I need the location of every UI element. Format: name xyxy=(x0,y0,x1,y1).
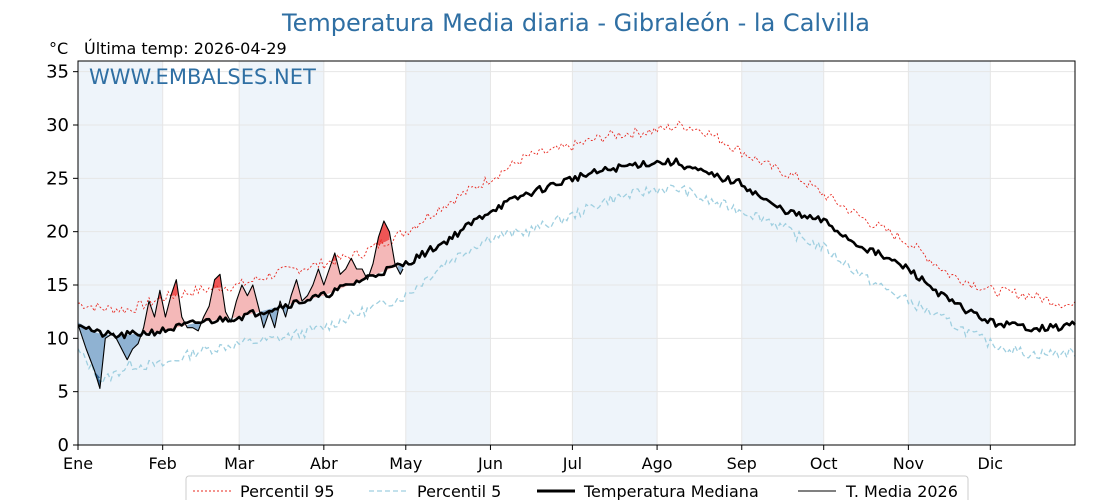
series-line-p5 xyxy=(77,184,1076,385)
y-tick-label-15: 15 xyxy=(46,275,69,296)
month-band-nov xyxy=(908,61,991,445)
watermark: WWW.EMBALSES.NET xyxy=(89,65,316,89)
series-line-current xyxy=(77,220,404,390)
chart-title: Temperatura Media diaria - Gibraleón - l… xyxy=(281,9,870,37)
x-tick-label-sep: Sep xyxy=(727,454,757,473)
month-band-ene xyxy=(78,61,163,445)
y-tick-label-0: 0 xyxy=(58,435,69,456)
y-tick-label-20: 20 xyxy=(46,222,69,243)
x-tick-label-jun: Jun xyxy=(477,454,503,473)
x-tick-label-oct: Oct xyxy=(810,454,838,473)
legend-box xyxy=(185,475,969,500)
plot-frame xyxy=(77,60,1076,446)
series-line-p95 xyxy=(77,120,1076,315)
plot-area: 0 5 10 15 20 25 30 35 Ene Feb Mar Abr May Jun Jul Ago Se… xyxy=(46,60,1076,473)
x-tick-label-ene: Ene xyxy=(63,454,93,473)
x-tick-label-mar: Mar xyxy=(224,454,255,473)
x-tick-label-feb: Feb xyxy=(149,454,177,473)
x-tick-label-may: May xyxy=(389,454,422,473)
x-tick-label-jul: Jul xyxy=(562,454,582,473)
above-p95-area xyxy=(213,274,222,289)
above-p95-area xyxy=(377,221,390,246)
x-tick-label-abr: Abr xyxy=(310,454,338,473)
y-tick-label-5: 5 xyxy=(58,382,69,403)
below-median-area xyxy=(397,264,403,275)
month-band-mar xyxy=(239,61,324,445)
above-median-area xyxy=(368,221,398,277)
above-median-area xyxy=(289,253,368,304)
y-tick-label-35: 35 xyxy=(46,62,69,83)
legend-label-p5: Percentil 5 xyxy=(417,482,501,500)
y-tick-label-30: 30 xyxy=(46,115,69,136)
x-tick-label-dic: Dic xyxy=(978,454,1004,473)
legend-label-median: Temperatura Mediana xyxy=(583,482,759,500)
x-tick-label-ago: Ago xyxy=(642,454,673,473)
series-line-median xyxy=(77,157,1076,340)
month-band-may xyxy=(405,61,491,445)
legend-label-current: T. Media 2026 xyxy=(845,482,958,500)
above-median-area xyxy=(202,274,230,322)
y-tick-label-25: 25 xyxy=(46,168,69,189)
month-band-jul xyxy=(572,61,658,445)
below-median-area xyxy=(78,322,111,389)
unit-label: °C xyxy=(49,39,68,58)
y-tick-label-10: 10 xyxy=(46,328,69,349)
legend: Percentil 95 Percentil 5 Temperatura Med… xyxy=(185,475,969,500)
last-temp-label: Última temp: 2026-04-29 xyxy=(84,39,287,58)
month-band-sep xyxy=(741,61,824,445)
below-median-area xyxy=(116,331,143,360)
legend-label-p95: Percentil 95 xyxy=(240,482,335,500)
x-tick-label-nov: Nov xyxy=(893,454,924,473)
